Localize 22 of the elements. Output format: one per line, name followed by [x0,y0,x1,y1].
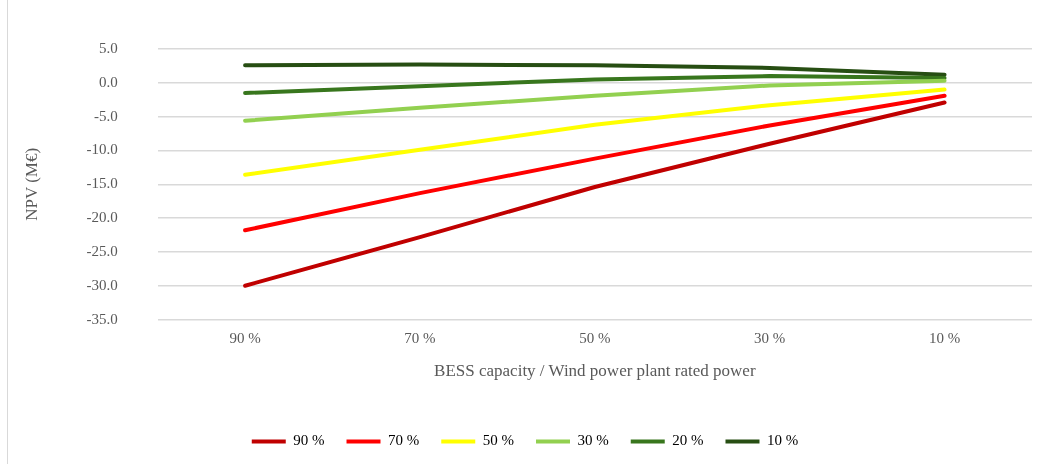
legend-label: 50 % [482,432,514,449]
y-axis-title: NPV (M€) [21,147,41,221]
legend-label: 70 % [388,432,420,449]
x-tick-label: 50 % [579,329,611,346]
y-tick-label: -15.0 [86,175,118,192]
legend-label: 30 % [577,432,609,449]
x-tick-label: 10 % [928,329,961,346]
x-tick-label: 30 % [754,329,786,346]
x-axis-title: BESS capacity / Wind power plant rated power [434,361,756,381]
y-tick-label: 5.0 [98,39,118,56]
legend-label: 90 % [293,432,325,449]
x-tick-label: 70 % [404,329,436,346]
y-tick-label: 0.0 [98,73,118,90]
x-tick-label: 90 % [229,329,261,346]
legend-label: 20 % [672,432,704,449]
y-tick-label: -20.0 [86,209,118,226]
y-tick-label: -10.0 [86,141,118,158]
y-tick-label: -5.0 [93,107,118,124]
legend-label: 10 % [766,432,799,449]
y-tick-label: -25.0 [86,242,118,259]
y-tick-label: -35.0 [86,310,118,327]
y-tick-label: -30.0 [86,276,118,293]
